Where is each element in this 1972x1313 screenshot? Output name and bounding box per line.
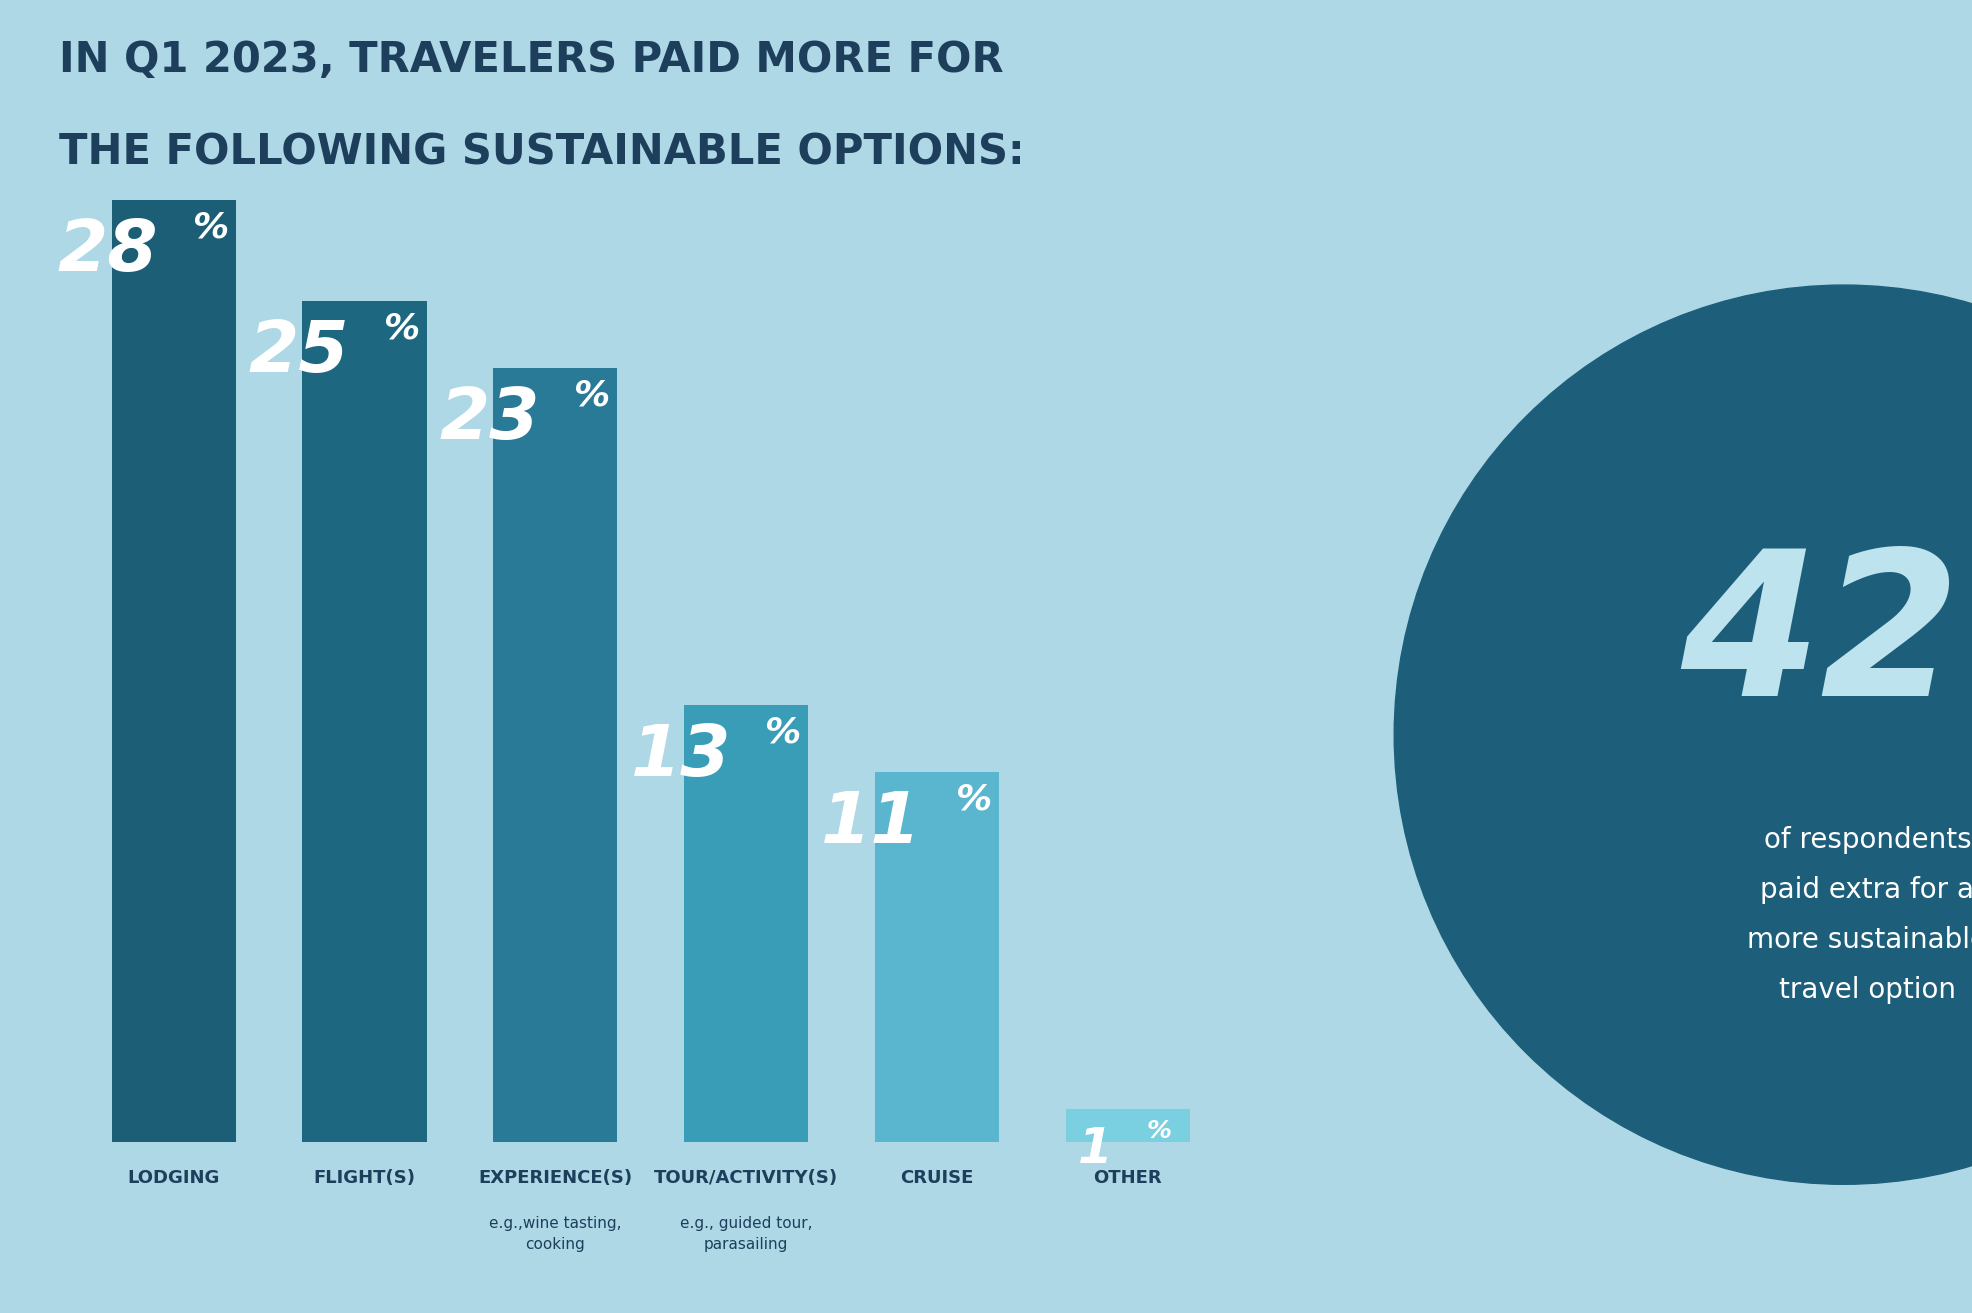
Text: %: % (574, 378, 611, 412)
Text: %: % (956, 783, 992, 817)
Text: 13: 13 (631, 722, 732, 790)
Text: CRUISE: CRUISE (901, 1169, 974, 1187)
Bar (684, 705, 809, 1142)
Text: %: % (765, 716, 801, 748)
Bar (302, 301, 426, 1142)
Text: %: % (193, 210, 229, 244)
Text: TOUR/ACTIVITY(S): TOUR/ACTIVITY(S) (655, 1169, 838, 1187)
Text: e.g.,wine tasting,
cooking: e.g.,wine tasting, cooking (489, 1216, 621, 1253)
Bar (1065, 1108, 1189, 1142)
Text: IN Q1 2023, TRAVELERS PAID MORE FOR: IN Q1 2023, TRAVELERS PAID MORE FOR (59, 39, 1004, 81)
Bar (112, 201, 237, 1142)
Text: 25: 25 (248, 318, 349, 387)
Text: of respondents
paid extra for a
more sustainable
travel option: of respondents paid extra for a more sus… (1747, 826, 1972, 1003)
Text: 42: 42 (1680, 542, 1960, 738)
Text: OTHER: OTHER (1094, 1169, 1162, 1187)
Text: 1: 1 (1079, 1125, 1112, 1174)
Text: 11: 11 (820, 789, 921, 857)
Text: e.g., guided tour,
parasailing: e.g., guided tour, parasailing (680, 1216, 812, 1253)
Bar (876, 772, 1000, 1142)
Text: %: % (385, 311, 420, 345)
Bar (493, 369, 617, 1142)
Text: 28: 28 (57, 217, 158, 286)
Text: EXPERIENCE(S): EXPERIENCE(S) (479, 1169, 633, 1187)
Text: LODGING: LODGING (128, 1169, 219, 1187)
Text: THE FOLLOWING SUSTAINABLE OPTIONS:: THE FOLLOWING SUSTAINABLE OPTIONS: (59, 131, 1025, 173)
Circle shape (1394, 285, 1972, 1184)
Text: FLIGHT(S): FLIGHT(S) (314, 1169, 416, 1187)
Text: %: % (1148, 1119, 1171, 1142)
Text: 23: 23 (440, 385, 540, 454)
